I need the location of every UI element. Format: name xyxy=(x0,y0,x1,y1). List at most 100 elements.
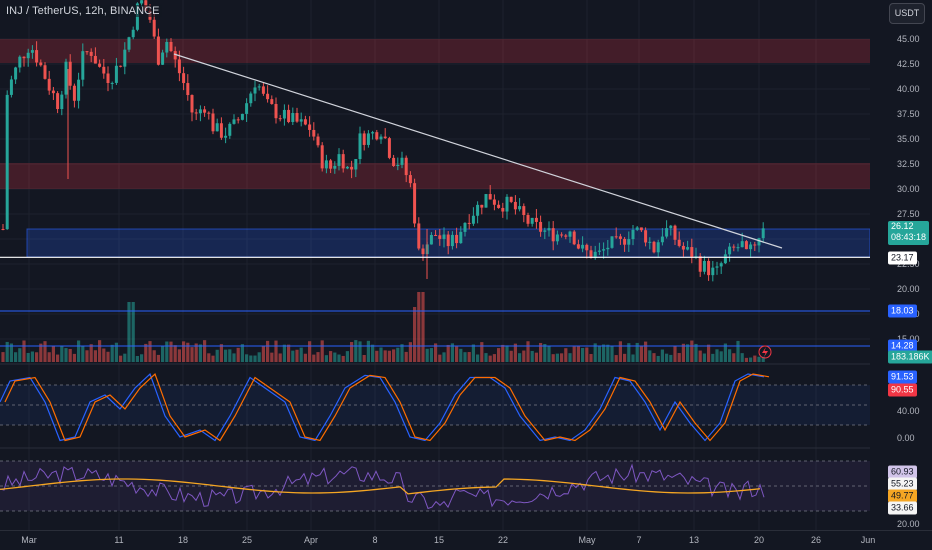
volume-bar xyxy=(665,353,669,362)
candle-body xyxy=(467,222,471,224)
volume-bar xyxy=(257,352,261,362)
level-18-tag: 18.03 xyxy=(888,304,917,318)
time-label-apr: Apr xyxy=(303,535,319,545)
volume-bar xyxy=(505,345,509,362)
drawing-lines[interactable] xyxy=(0,0,870,530)
stoch-label-0: 0.00 xyxy=(897,433,915,443)
candle-body xyxy=(287,109,291,122)
candle-body xyxy=(450,234,454,247)
candle-body xyxy=(169,41,173,52)
volume-bar xyxy=(240,344,244,362)
volume-bar xyxy=(530,350,534,362)
bar-countdown: 08:43:18 xyxy=(891,232,927,242)
candle-body xyxy=(47,78,51,91)
rsi-low-tag: 33.66 xyxy=(888,501,917,515)
candle-body xyxy=(719,263,723,267)
candle-body xyxy=(568,231,572,237)
volume-bar xyxy=(736,340,740,362)
volume-bar xyxy=(51,345,55,362)
volume-bar xyxy=(442,352,446,362)
volume-bar xyxy=(429,348,433,362)
volume-bar xyxy=(245,354,249,362)
candle-body xyxy=(408,175,412,184)
volume-bar xyxy=(35,352,39,362)
volume-bar xyxy=(85,350,89,362)
volume-bar xyxy=(413,307,417,362)
candle-body xyxy=(660,236,664,243)
volume-bar xyxy=(597,345,601,362)
volume-bar xyxy=(1,352,5,362)
currency-button[interactable]: USDT xyxy=(889,3,925,24)
volume-bar xyxy=(30,351,34,362)
candle-body xyxy=(635,227,639,230)
price-scale[interactable]: 45.00 42.50 40.00 37.50 35.00 32.50 30.0… xyxy=(870,0,932,530)
price-label-30: 30.00 xyxy=(897,184,920,194)
volume-bar xyxy=(303,353,307,362)
candle-body xyxy=(215,123,219,132)
candlestick-series[interactable] xyxy=(0,0,870,530)
candle-body xyxy=(761,228,765,239)
candle-body xyxy=(564,235,568,237)
volume-bar xyxy=(732,353,736,362)
volume-bar xyxy=(652,353,656,362)
volume-bar xyxy=(698,350,702,362)
volume-bar xyxy=(5,341,9,362)
candle-body xyxy=(480,204,484,208)
candle-body xyxy=(341,154,345,169)
candle-body xyxy=(459,231,463,244)
volume-bar xyxy=(316,352,320,362)
candle-body xyxy=(278,118,282,120)
candle-body xyxy=(509,196,513,202)
chart-area[interactable]: INJ / TetherUS, 12h, BINANCE xyxy=(0,0,870,530)
volume-bar xyxy=(190,347,194,362)
volume-bar xyxy=(383,350,387,362)
volume-bar xyxy=(614,355,618,362)
volume-bar xyxy=(639,346,643,362)
volume-bar xyxy=(534,352,538,362)
volume-bar xyxy=(480,342,484,362)
price-label-40: 40.00 xyxy=(897,84,920,94)
current-price-tag: 26.12 08:43:18 xyxy=(888,221,930,245)
candle-body xyxy=(392,157,396,166)
candle-body xyxy=(652,241,656,253)
candle-body xyxy=(707,260,711,276)
volume-bar xyxy=(93,350,97,362)
price-label-20: 20.00 xyxy=(897,284,920,294)
volume-bar xyxy=(375,350,379,362)
resistance-zone-upper xyxy=(0,39,870,63)
volume-bar xyxy=(337,354,341,362)
candle-body xyxy=(270,99,274,104)
candle-body xyxy=(400,157,404,165)
volume-bar xyxy=(165,341,169,362)
symbol-title[interactable]: INJ / TetherUS, 12h, BINANCE xyxy=(4,5,162,17)
candle-body xyxy=(295,113,299,122)
candle-body xyxy=(597,250,601,252)
volume-bar xyxy=(686,344,690,362)
candle-body xyxy=(677,239,681,246)
price-label-42-5: 42.50 xyxy=(897,59,920,69)
volume-bar xyxy=(497,348,501,362)
volume-bar xyxy=(501,344,505,362)
candle-body xyxy=(56,93,60,110)
volume-bar xyxy=(60,345,64,362)
candle-body xyxy=(371,132,375,134)
volume-bar xyxy=(366,340,370,362)
volume-bar xyxy=(203,340,207,362)
volume-bar xyxy=(560,353,564,362)
volume-bar xyxy=(623,353,627,362)
rsi-ma-line xyxy=(0,478,761,495)
candle-body xyxy=(173,51,177,60)
time-axis[interactable]: Mar 11 18 25 Apr 8 15 22 May 7 13 20 26 … xyxy=(0,530,932,550)
volume-bar xyxy=(312,354,316,362)
volume-bar xyxy=(585,347,589,362)
price-label-37-5: 37.50 xyxy=(897,109,920,119)
volume-bar xyxy=(484,353,488,362)
candle-body xyxy=(383,136,387,139)
candle-body xyxy=(337,154,341,166)
candle-body xyxy=(484,194,488,208)
candle-body xyxy=(127,37,131,50)
volume-bar xyxy=(194,343,198,362)
candle-body xyxy=(312,129,316,137)
candle-body xyxy=(81,51,85,80)
candle-body xyxy=(303,119,307,125)
